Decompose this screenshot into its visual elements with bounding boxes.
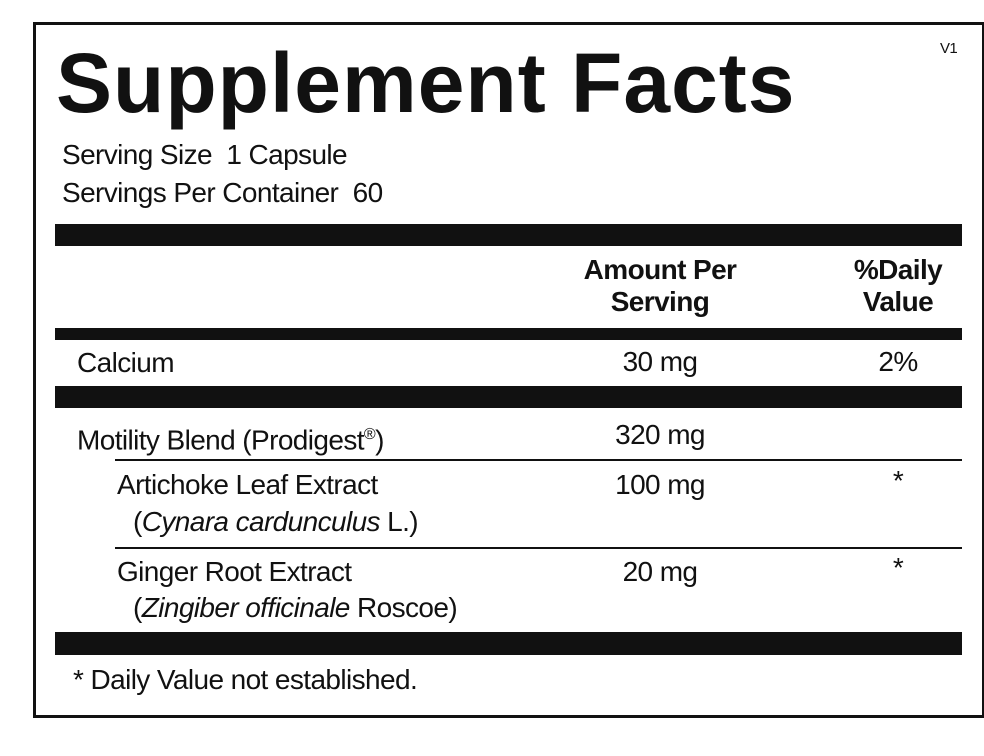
- row-dv: 2%: [878, 346, 918, 377]
- row-amount: 30 mg: [622, 346, 698, 377]
- rule: [55, 224, 962, 246]
- rule: [115, 459, 962, 461]
- amount-header: Amount Per Serving: [583, 254, 737, 317]
- text: Roscoe): [349, 592, 458, 623]
- name-tail: ): [375, 424, 384, 456]
- label-border: [33, 22, 984, 718]
- rule: [55, 328, 962, 340]
- latin-name: (Zingiber officinale Roscoe): [133, 592, 458, 624]
- italic: Cynara cardunculus: [141, 506, 381, 537]
- row-name: Calcium: [77, 347, 175, 378]
- servings-per-container: Servings Per Container 60: [62, 177, 383, 208]
- serving-size: Serving Size 1 Capsule: [62, 139, 348, 170]
- row-name: Motility Blend (Prodigest®): [77, 419, 384, 456]
- text: L.): [379, 506, 419, 537]
- row-dv: *: [892, 465, 904, 496]
- title: Supplement Facts: [56, 36, 796, 130]
- text: (: [133, 506, 142, 537]
- row-amount: 100 mg: [615, 469, 705, 500]
- rule: [55, 632, 962, 655]
- version: V1: [940, 40, 958, 57]
- name: Motility Blend (Prodigest: [77, 424, 365, 456]
- row-name: Ginger Root Extract: [117, 556, 352, 587]
- row-amount: 20 mg: [622, 556, 698, 587]
- text: (: [133, 592, 142, 623]
- dv-header: %Daily Value: [853, 254, 943, 317]
- registered: ®: [363, 426, 376, 443]
- row-amount: 320 mg: [615, 419, 705, 450]
- footnote: * Daily Value not established.: [73, 664, 418, 695]
- row-dv: *: [892, 552, 904, 583]
- rule: [55, 386, 962, 408]
- rule: [115, 547, 962, 549]
- italic: Zingiber officinale: [141, 592, 351, 623]
- row-name: Artichoke Leaf Extract: [117, 469, 378, 500]
- latin-name: (Cynara cardunculus L.): [133, 506, 419, 538]
